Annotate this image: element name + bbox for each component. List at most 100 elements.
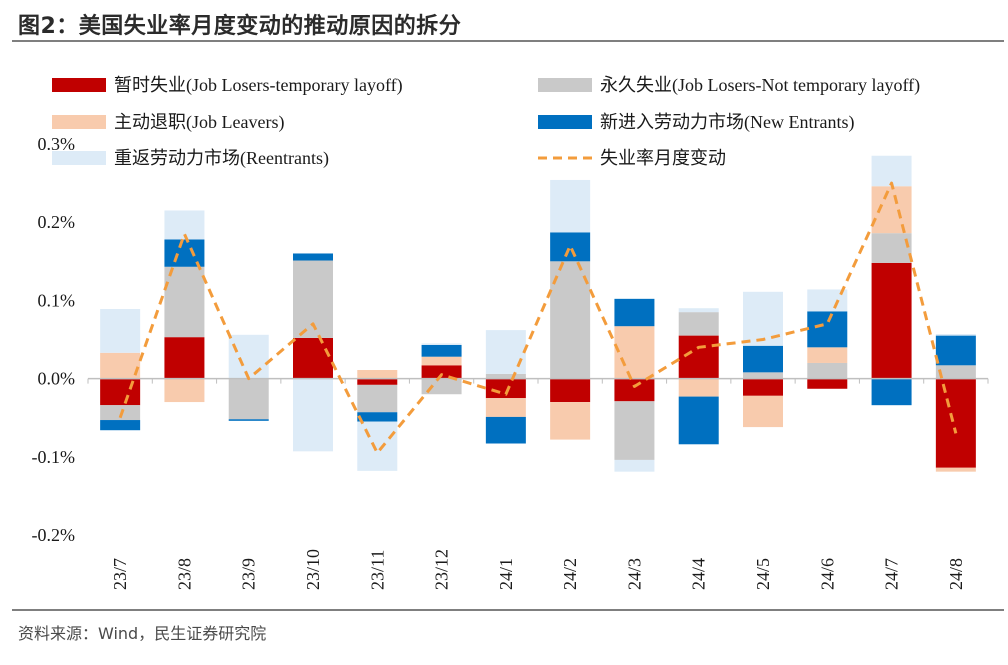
bar-segment [164, 266, 205, 338]
bar-segment [228, 419, 269, 421]
chart-legend: 暂时失业(Job Losers-temporary layoff) 永久失业(Jo… [52, 75, 920, 169]
bar-segment [614, 401, 655, 460]
x-tick-label: 24/6 [817, 558, 837, 590]
bar-segment [485, 373, 526, 379]
bar-segment [293, 378, 333, 452]
legend-label: 重返劳动力市场(Reentrants) [114, 148, 329, 169]
bar-segment [935, 467, 976, 472]
legend-label: 新进入劳动力市场(New Entrants) [600, 112, 854, 133]
x-tick-label: 23/11 [367, 550, 387, 590]
bar-segment [871, 233, 912, 263]
bar-segment [807, 311, 848, 348]
x-tick-label: 23/12 [432, 549, 452, 590]
bar-segment [871, 186, 912, 234]
bar-segment [678, 396, 719, 445]
x-tick-label: 23/10 [303, 549, 323, 590]
bar-segment [100, 378, 141, 406]
footer-divider [12, 609, 1004, 611]
bar-segment [935, 365, 976, 379]
bar-segment [871, 378, 912, 406]
bar-segment [935, 378, 976, 468]
bar-segment [807, 378, 848, 389]
bar-segment [678, 335, 719, 379]
bar-segment [293, 337, 333, 379]
bar-segment [164, 378, 205, 403]
bar-segment [743, 378, 783, 396]
bar-segment [678, 308, 719, 313]
chart-title: 图2：美国失业率月度变动的推动原因的拆分 [18, 14, 462, 39]
bar-segment [357, 369, 398, 379]
bar-segment [871, 262, 912, 379]
bar-segment [807, 362, 848, 379]
bar-segment [421, 378, 462, 395]
y-tick-label: -0.1% [32, 447, 76, 467]
legend-label: 永久失业(Job Losers-Not temporary layoff) [600, 75, 920, 96]
bar-segment [614, 326, 655, 379]
bar-segment [871, 155, 912, 187]
bar-segment [550, 402, 591, 440]
y-tick-label: 0.1% [38, 290, 76, 310]
x-tick-label: 23/9 [239, 558, 259, 590]
legend-swatch [52, 78, 106, 92]
bar-segment [228, 378, 269, 420]
y-tick-label: -0.2% [32, 525, 76, 545]
line-unemployment-change [118, 181, 958, 455]
bar-segment [485, 378, 526, 399]
bar-segment [485, 416, 526, 444]
bar-segment [421, 344, 462, 357]
bar-segment [550, 261, 591, 379]
x-tick-label: 24/8 [946, 558, 966, 590]
bar-segment [550, 378, 591, 403]
bar-segment [485, 398, 526, 417]
legend-swatch [538, 78, 592, 92]
legend-swatch [538, 115, 592, 129]
bar-segment [743, 291, 783, 346]
bar-segment [164, 337, 205, 379]
bar-segment [550, 232, 591, 262]
y-axis: 0.3% 0.2% 0.1% 0.0% -0.1% -0.2% [32, 134, 76, 545]
bar-segment [100, 309, 141, 353]
bar-segment [357, 412, 398, 422]
y-tick-label: 0.2% [38, 212, 76, 232]
bar-segment [421, 365, 462, 379]
bar-segment [100, 352, 141, 379]
bar-segment [743, 345, 783, 373]
x-tick-label: 24/4 [689, 558, 709, 590]
legend-label: 主动退职(Job Leavers) [114, 112, 284, 133]
source-note: 资料来源：Wind，民生证券研究院 [18, 624, 267, 643]
bar-segment [678, 312, 719, 336]
x-tick-label: 23/8 [174, 558, 194, 590]
bar-segment [100, 420, 141, 431]
bar-segment [485, 330, 526, 374]
bar-segment [550, 179, 591, 233]
bar-segment [614, 298, 655, 327]
bar-segment [935, 335, 976, 366]
bar-segment [100, 405, 141, 421]
bar-segment [293, 253, 333, 261]
bar-segment [228, 334, 269, 379]
bar-segment [357, 384, 398, 413]
bar-segment [807, 289, 848, 312]
bar-segment [743, 395, 783, 428]
bar-segment [421, 343, 462, 345]
bar-series [100, 155, 976, 472]
legend-label: 暂时失业(Job Losers-temporary layoff) [114, 75, 403, 96]
x-tick-label: 24/3 [624, 558, 644, 590]
title-divider [12, 40, 1004, 42]
y-tick-label: 0.3% [38, 134, 76, 154]
bar-segment [357, 378, 398, 385]
bar-segment [935, 334, 976, 336]
x-axis: 23/7 23/8 23/9 23/10 23/11 23/12 24/1 24/2 24/3 2… [87, 377, 989, 590]
legend-swatch [52, 115, 106, 129]
bar-segment [614, 378, 655, 402]
x-tick-label: 24/1 [496, 558, 516, 590]
legend-swatch [52, 151, 106, 165]
x-tick-label: 23/7 [110, 558, 130, 590]
x-tick-label: 24/2 [560, 558, 580, 590]
x-tick-label: 24/7 [882, 558, 902, 590]
bar-segment [614, 459, 655, 472]
bar-segment [807, 347, 848, 363]
bar-segment [743, 372, 783, 379]
y-tick-label: 0.0% [38, 369, 76, 389]
